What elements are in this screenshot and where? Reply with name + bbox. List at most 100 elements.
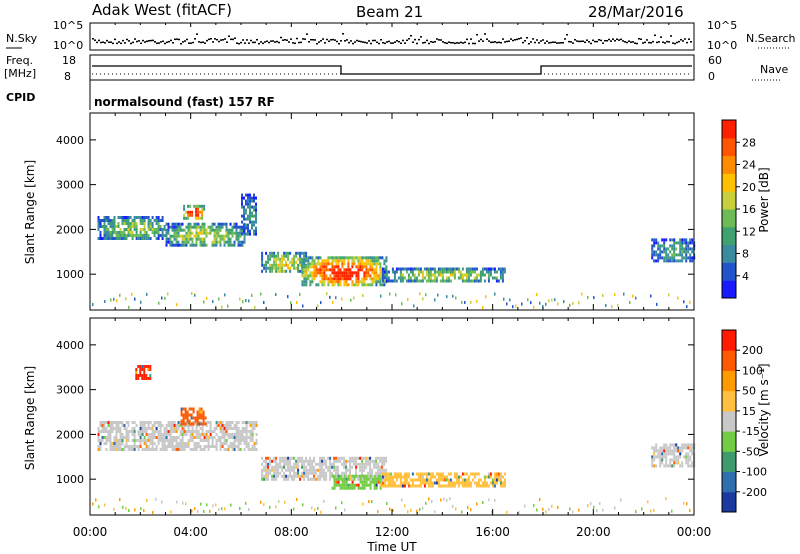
- range-gate-cell: [193, 225, 196, 229]
- range-gate-cell: [195, 225, 198, 229]
- range-gate-cell: [233, 442, 236, 445]
- range-gate-cell: [237, 445, 240, 448]
- range-gate-cell: [115, 442, 118, 445]
- range-gate-cell: [373, 477, 376, 481]
- range-gate-cell: [293, 266, 296, 270]
- range-gate-cell: [401, 484, 404, 488]
- range-gate-cell: [365, 283, 368, 287]
- range-gate-cell: [391, 270, 394, 274]
- range-gate-cell: [651, 238, 654, 242]
- range-gate-cell: [361, 465, 364, 469]
- range-gate-cell: [215, 231, 218, 235]
- range-gate-cell: [297, 251, 300, 255]
- range-gate-cell: [245, 199, 247, 203]
- range-gate-cell: [405, 270, 408, 274]
- range-gate-cell: [333, 283, 336, 287]
- nsky-point: [138, 40, 140, 42]
- range-gate-cell: [483, 481, 486, 485]
- nsky-point: [362, 41, 364, 43]
- range-gate-cell: [293, 257, 296, 261]
- range-gate-cell: [115, 234, 118, 237]
- range-gate-cell: [167, 228, 170, 232]
- range-gate-cell: [667, 446, 670, 450]
- range-gate-cell: [655, 250, 658, 254]
- range-gate-cell: [391, 478, 394, 482]
- range-gate-cell: [175, 243, 178, 247]
- ground-scatter-cell: [140, 300, 142, 304]
- ground-scatter-cell: [530, 301, 532, 305]
- range-gate-cell: [499, 481, 502, 485]
- range-gate-cell: [297, 269, 300, 273]
- ground-scatter-cell: [524, 504, 526, 508]
- range-gate-cell: [231, 445, 234, 448]
- range-gate-cell: [97, 219, 100, 222]
- range-gate-cell: [673, 446, 676, 450]
- range-gate-cell: [303, 251, 306, 255]
- range-gate-cell: [219, 234, 222, 238]
- range-gate-cell: [183, 216, 186, 220]
- range-gate-cell: [281, 263, 284, 267]
- range-gate-cell: [341, 265, 344, 269]
- nsky-point: [164, 42, 166, 45]
- nsky-point: [584, 41, 586, 44]
- range-gate-cell: [465, 267, 468, 271]
- range-gate-cell: [355, 474, 358, 478]
- range-gate-cell: [317, 477, 320, 481]
- range-gate-cell: [485, 484, 488, 488]
- range-gate-cell: [367, 283, 370, 287]
- range-gate-cell: [311, 468, 314, 472]
- range-gate-cell: [107, 219, 110, 222]
- range-gate-cell: [171, 228, 174, 232]
- nsky-point: [528, 42, 530, 45]
- range-gate-cell: [161, 216, 164, 219]
- range-gate-cell: [119, 228, 122, 231]
- colorbar-segment: [722, 410, 736, 432]
- range-gate-cell: [407, 273, 410, 277]
- range-gate-cell: [237, 430, 240, 433]
- range-gate-cell: [184, 410, 187, 414]
- colorbar-tick-label: -50: [742, 445, 760, 458]
- range-gate-cell: [299, 459, 302, 463]
- range-gate-cell: [200, 416, 203, 420]
- range-gate-cell: [173, 439, 176, 442]
- range-gate-cell: [437, 267, 440, 271]
- range-gate-cell: [379, 256, 382, 260]
- nsky-point: [306, 33, 308, 35]
- range-gate-cell: [419, 270, 422, 274]
- colorbar-tick-label: 8: [742, 248, 749, 261]
- range-gate-cell: [323, 259, 326, 263]
- range-gate-cell: [184, 413, 187, 417]
- range-gate-cell: [275, 257, 278, 261]
- range-gate-cell: [183, 445, 186, 448]
- range-gate-cell: [301, 262, 304, 266]
- range-gate-cell: [163, 427, 166, 430]
- range-gate-cell: [271, 474, 274, 478]
- range-gate-cell: [665, 461, 668, 465]
- nsky-point: [284, 39, 286, 41]
- range-gate-cell: [313, 274, 316, 278]
- range-gate-cell: [123, 237, 126, 240]
- range-gate-cell: [659, 256, 662, 260]
- x-tick-label: 12:00: [375, 525, 410, 539]
- range-gate-cell: [202, 416, 205, 420]
- range-gate-cell: [483, 484, 486, 488]
- range-gate-cell: [195, 210, 198, 214]
- nsky-point: [388, 40, 390, 43]
- range-gate-cell: [377, 468, 380, 472]
- range-gate-cell: [145, 374, 148, 377]
- range-gate-cell: [247, 229, 249, 233]
- range-gate-cell: [659, 452, 662, 456]
- range-gate-cell: [105, 436, 108, 439]
- range-gate-cell: [115, 225, 118, 228]
- range-gate-cell: [161, 228, 164, 231]
- nsky-point: [648, 41, 650, 44]
- range-gate-cell: [139, 439, 142, 442]
- range-gate-cell: [503, 472, 506, 476]
- range-gate-cell: [495, 279, 498, 283]
- range-gate-cell: [129, 231, 132, 234]
- range-gate-cell: [195, 216, 198, 220]
- range-gate-cell: [141, 424, 144, 427]
- range-gate-cell: [173, 436, 176, 439]
- nsky-point: [518, 38, 520, 40]
- ground-scatter-cell: [677, 296, 679, 300]
